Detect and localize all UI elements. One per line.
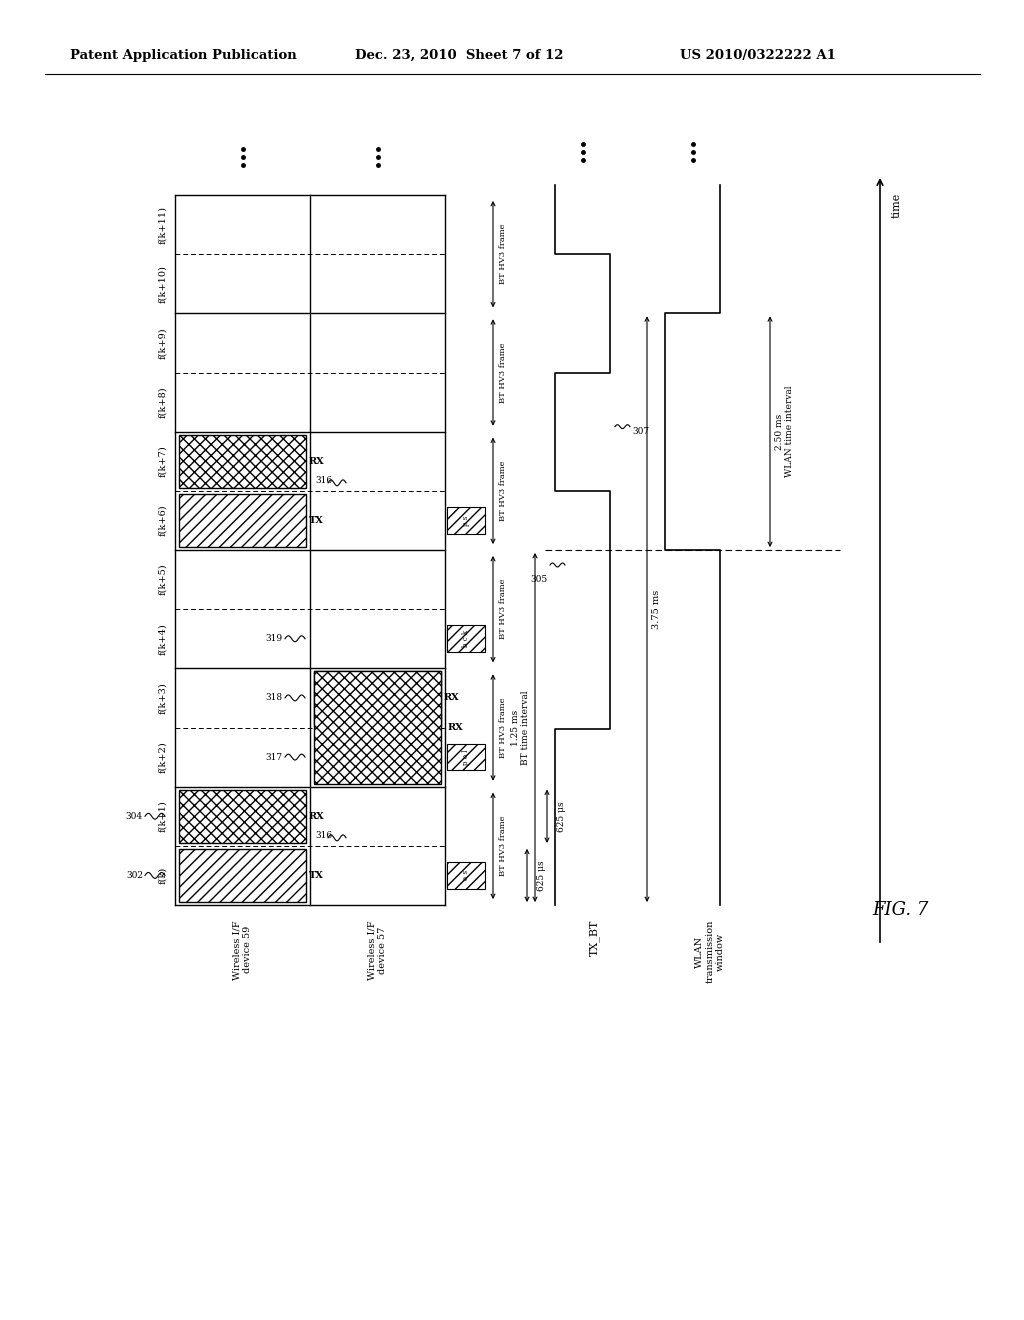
Text: RX: RX — [444, 693, 460, 702]
Text: 2.50 ms
WLAN time interval: 2.50 ms WLAN time interval — [775, 385, 795, 478]
Text: WLAN
transmission
window: WLAN transmission window — [695, 920, 725, 983]
Text: f(k+5): f(k+5) — [158, 564, 167, 595]
Text: 316: 316 — [315, 475, 332, 484]
Text: Patent Application Publication: Patent Application Publication — [70, 49, 297, 62]
Text: f(k+1): f(k+1) — [158, 800, 167, 832]
Text: f(k+8): f(k+8) — [158, 387, 167, 418]
Bar — [179, 494, 306, 546]
Text: 318: 318 — [266, 693, 283, 702]
Text: f(k+10): f(k+10) — [158, 265, 167, 302]
Text: Dec. 23, 2010  Sheet 7 of 12: Dec. 23, 2010 Sheet 7 of 12 — [355, 49, 563, 62]
Text: RX: RX — [309, 457, 325, 466]
Text: 307: 307 — [632, 428, 649, 436]
Bar — [314, 672, 441, 725]
Text: f(k+6): f(k+6) — [158, 504, 167, 536]
Text: p s: p s — [462, 515, 470, 525]
Bar — [179, 789, 306, 843]
Text: 319: 319 — [266, 634, 283, 643]
Bar — [447, 626, 485, 652]
Text: f(k): f(k) — [158, 867, 167, 884]
Bar — [447, 862, 485, 888]
Text: f(k+2): f(k+2) — [158, 742, 167, 774]
Text: BT HV3 frame: BT HV3 frame — [499, 342, 507, 403]
Text: 625 μs: 625 μs — [557, 801, 566, 832]
Text: time: time — [892, 193, 902, 218]
Bar — [447, 743, 485, 771]
Bar — [447, 507, 485, 533]
Text: BT HV3 frame: BT HV3 frame — [499, 816, 507, 876]
Text: 304: 304 — [126, 812, 143, 821]
Text: 1.25 ms
BT time interval: 1.25 ms BT time interval — [511, 690, 530, 764]
Text: 625 μs: 625 μs — [537, 861, 546, 891]
Text: RX: RX — [449, 723, 464, 733]
Text: TX: TX — [309, 871, 324, 880]
Text: 302: 302 — [126, 871, 143, 880]
Text: RX: RX — [309, 812, 325, 821]
Text: f(k+9): f(k+9) — [158, 327, 167, 359]
Text: FIG. 7: FIG. 7 — [871, 902, 928, 919]
Text: a s: a s — [462, 870, 470, 880]
Text: 305: 305 — [530, 576, 548, 585]
Bar — [314, 672, 441, 784]
Text: TX_BT: TX_BT — [590, 920, 600, 957]
Text: TX: TX — [309, 516, 324, 525]
Bar — [179, 849, 306, 902]
Text: Wireless I/F
device 57: Wireless I/F device 57 — [368, 920, 387, 979]
Text: 316: 316 — [315, 830, 332, 840]
Text: f(k+11): f(k+11) — [158, 206, 167, 244]
Text: Wireless I/F
device 59: Wireless I/F device 59 — [232, 920, 252, 979]
Text: BT HV3 frame: BT HV3 frame — [499, 697, 507, 758]
Text: f(k+7): f(k+7) — [158, 445, 167, 477]
Text: b c k: b c k — [462, 630, 470, 647]
Text: BT HV3 frame: BT HV3 frame — [499, 224, 507, 284]
Text: f(k+4): f(k+4) — [158, 623, 167, 655]
Text: BT HV3 frame: BT HV3 frame — [499, 579, 507, 639]
Text: 3.75 ms: 3.75 ms — [652, 590, 662, 628]
Text: US 2010/0322222 A1: US 2010/0322222 A1 — [680, 49, 836, 62]
Text: f(k+3): f(k+3) — [158, 682, 167, 714]
Bar — [179, 434, 306, 488]
Text: BT HV3 frame: BT HV3 frame — [499, 461, 507, 521]
Text: 317: 317 — [266, 752, 283, 762]
Text: p o l: p o l — [462, 750, 470, 764]
